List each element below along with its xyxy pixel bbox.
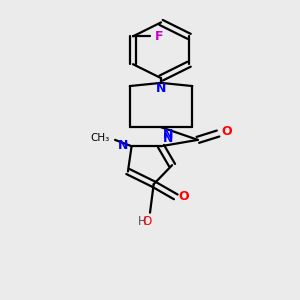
Text: N: N — [163, 132, 173, 145]
Text: H: H — [138, 215, 146, 228]
Text: O: O — [142, 215, 152, 228]
Text: O: O — [221, 125, 232, 139]
Text: CH₃: CH₃ — [90, 133, 110, 143]
Text: N: N — [156, 82, 166, 95]
Text: O: O — [179, 190, 189, 203]
Text: F: F — [155, 30, 164, 43]
Text: N: N — [163, 128, 173, 141]
Text: N: N — [118, 139, 129, 152]
